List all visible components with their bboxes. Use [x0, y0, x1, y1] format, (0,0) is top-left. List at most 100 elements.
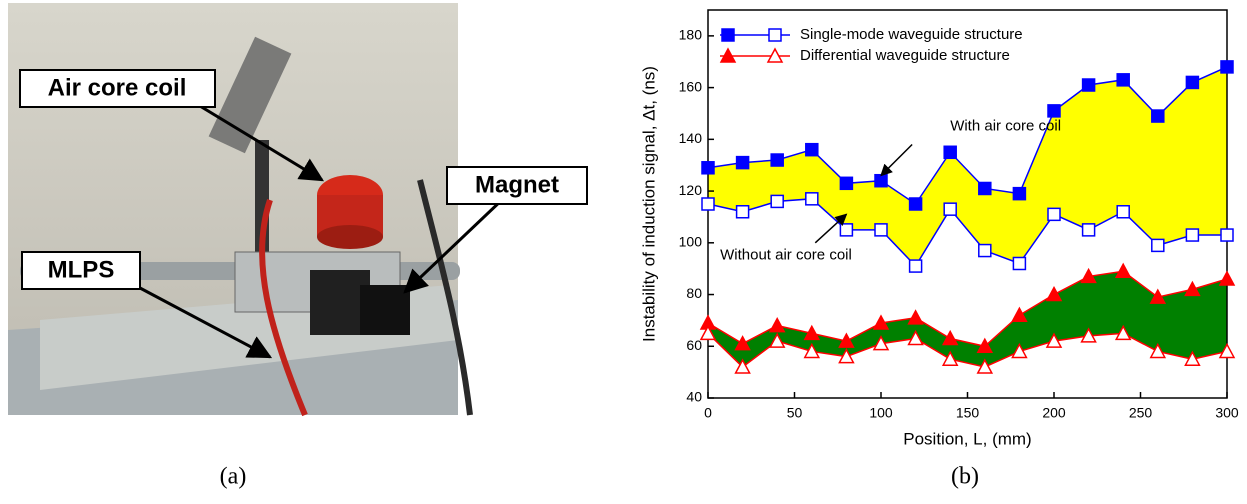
data-point	[768, 316, 786, 333]
y-tick-label: 180	[679, 27, 703, 43]
annotation: Without air core coil	[720, 247, 852, 264]
data-point	[838, 348, 855, 364]
data-point	[1185, 75, 1200, 90]
y-tick-label: 40	[686, 389, 702, 405]
x-tick-label: 300	[1215, 405, 1239, 421]
data-point	[735, 155, 750, 170]
data-point	[770, 153, 784, 167]
data-point	[1011, 342, 1028, 359]
data-point	[908, 259, 923, 273]
y-tick-label: 160	[679, 78, 703, 94]
data-point	[943, 145, 957, 160]
data-point	[1116, 205, 1130, 219]
legend-marker	[721, 28, 735, 42]
data-point	[1045, 285, 1063, 302]
data-point	[1114, 324, 1132, 341]
data-point	[1011, 306, 1028, 322]
data-point	[1220, 228, 1234, 242]
data-point	[701, 197, 715, 211]
legend-marker	[719, 47, 737, 63]
data-point	[803, 342, 821, 359]
y-tick-label: 140	[679, 130, 703, 146]
data-point	[1149, 342, 1167, 359]
data-point	[701, 161, 715, 175]
x-tick-label: 150	[956, 405, 980, 421]
data-point	[768, 332, 786, 348]
legend-marker	[766, 47, 784, 63]
data-point	[1220, 60, 1234, 74]
photo: Air core coil Magnet MLPS	[8, 3, 588, 417]
data-point	[734, 335, 751, 351]
data-point	[699, 324, 717, 341]
data-point	[1184, 350, 1201, 366]
data-point	[770, 194, 784, 209]
data-point	[872, 314, 890, 330]
y-tick-label: 80	[686, 285, 702, 301]
data-point	[1149, 288, 1167, 304]
caption: (a)	[220, 464, 247, 490]
data-point	[907, 329, 924, 346]
x-tick-label: 250	[1129, 405, 1153, 421]
data-point	[941, 329, 959, 346]
data-point	[874, 223, 888, 237]
data-point	[1012, 186, 1027, 201]
data-point	[734, 358, 751, 374]
y-tick-label: 120	[679, 182, 703, 198]
annotation-arrow	[880, 143, 913, 177]
data-point	[838, 332, 855, 348]
data-point	[1080, 267, 1097, 284]
data-point	[976, 358, 994, 374]
series-line	[707, 332, 1228, 368]
data-point	[976, 337, 994, 354]
data-point	[1218, 270, 1236, 286]
data-point	[978, 181, 992, 196]
y-axis-label: Instability of induction signal, Δt, (ns…	[639, 66, 658, 342]
data-point	[1012, 256, 1027, 271]
legend-label: Single-mode waveguide structure	[800, 26, 1023, 43]
data-point	[1081, 78, 1096, 92]
data-point	[978, 243, 992, 258]
y-tick-label: 60	[686, 337, 702, 353]
caption: (b)	[951, 464, 979, 490]
x-tick-label: 0	[704, 405, 712, 421]
data-point	[1151, 109, 1165, 123]
series-line	[707, 270, 1228, 348]
legend-marker	[768, 28, 782, 42]
band-fill	[708, 271, 1227, 367]
data-point	[803, 324, 821, 341]
y-tick-label: 100	[679, 234, 703, 250]
data-point	[943, 202, 957, 216]
data-point	[1116, 73, 1130, 87]
chart: 0 50 100 150 200 250 300 40 60 80 100 120 140 160 180 P…	[639, 9, 1239, 448]
data-point	[1045, 332, 1063, 348]
data-point	[907, 309, 924, 325]
data-point	[874, 173, 888, 188]
data-point	[1185, 228, 1200, 242]
x-tick-label: 50	[787, 405, 803, 421]
data-point	[839, 176, 854, 191]
data-point	[1184, 280, 1201, 297]
data-point	[941, 350, 959, 366]
series-line	[707, 198, 1227, 268]
photo-label: Magnet	[475, 171, 559, 198]
data-point	[1080, 327, 1097, 343]
x-tick-label: 100	[869, 405, 893, 421]
data-point	[805, 142, 819, 157]
data-point	[908, 197, 923, 211]
data-point	[839, 223, 854, 237]
photo-label: Air core coil	[48, 74, 187, 101]
annotation-arrow	[814, 213, 848, 244]
data-point	[1047, 104, 1061, 118]
data-point	[872, 335, 890, 351]
data-point	[1151, 238, 1165, 253]
data-point	[735, 205, 750, 219]
data-point	[1218, 342, 1236, 359]
data-point	[805, 192, 819, 206]
photo-label: MLPS	[48, 256, 115, 283]
x-axis-label: Position, L, (mm)	[903, 429, 1031, 448]
data-point	[1081, 223, 1096, 237]
x-tick-label: 200	[1042, 405, 1066, 421]
legend-label: Differential waveguide structure	[800, 47, 1010, 64]
series-line	[707, 66, 1228, 206]
